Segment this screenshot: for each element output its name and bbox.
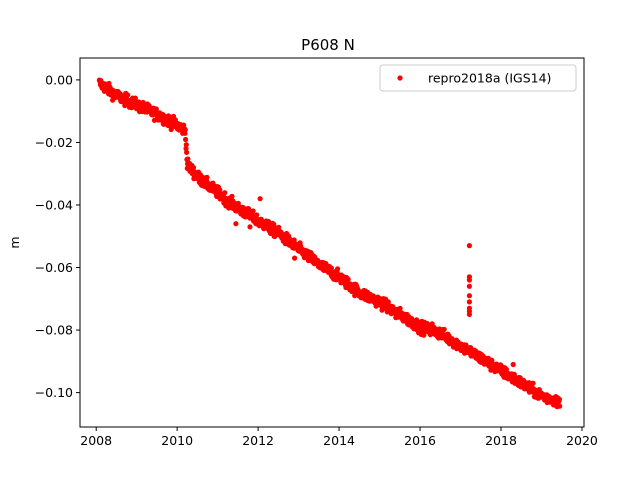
data-point: [254, 212, 260, 218]
data-point: [335, 266, 341, 272]
data-point: [183, 136, 189, 143]
y-axis-label: m: [7, 236, 22, 248]
data-point: [510, 361, 516, 368]
data-point: [328, 265, 334, 271]
data-point: [466, 299, 472, 305]
data-point: [233, 221, 239, 227]
x-tick-label: 2014: [323, 433, 355, 448]
plot-frame: [79, 57, 585, 428]
y-tick-label: −0.04: [35, 197, 73, 212]
data-point: [182, 127, 188, 133]
data-point: [489, 357, 495, 364]
data-points: [96, 77, 563, 410]
y-tick-label: −0.10: [35, 385, 73, 400]
data-point: [265, 218, 272, 225]
y-tick-label: −0.08: [35, 323, 73, 338]
legend-box: [379, 64, 577, 92]
data-point: [292, 255, 298, 261]
legend: repro2018a (IGS14): [379, 64, 577, 92]
data-point: [530, 380, 536, 386]
legend-entry: repro2018a (IGS14): [428, 71, 551, 86]
data-point: [345, 276, 351, 282]
data-point: [397, 305, 403, 311]
data-point: [204, 174, 210, 180]
data-point: [219, 193, 225, 199]
data-point: [247, 224, 253, 230]
data-point: [183, 145, 189, 152]
x-tick-label: 2010: [161, 433, 193, 448]
data-point: [217, 187, 223, 193]
data-point: [466, 293, 472, 299]
x-tick-label: 2018: [485, 433, 517, 448]
data-point: [257, 196, 263, 202]
y-tick-label: −0.02: [35, 135, 73, 150]
data-point: [536, 390, 543, 396]
data-point: [229, 193, 235, 199]
x-axis: 2008 2010 2012 2014 2016 2018 2020: [80, 427, 598, 448]
data-point: [132, 95, 138, 101]
data-point: [125, 92, 131, 98]
y-axis: 0.00 −0.02 −0.04 −0.06 −0.08 −0.10: [35, 72, 80, 400]
data-point: [503, 366, 509, 372]
data-point: [250, 208, 256, 214]
data-point: [190, 165, 197, 171]
data-point: [556, 396, 563, 402]
data-point: [183, 142, 189, 148]
y-tick-label: 0.00: [45, 72, 73, 87]
x-tick-label: 2020: [566, 433, 598, 448]
data-point: [557, 403, 563, 409]
data-point: [466, 277, 472, 283]
data-point: [466, 243, 472, 249]
data-point: [393, 315, 399, 321]
data-point: [441, 326, 447, 332]
x-tick-label: 2016: [404, 433, 436, 448]
data-point: [429, 321, 435, 327]
x-tick-label: 2012: [242, 433, 274, 448]
data-point: [245, 206, 252, 212]
y-tick-label: −0.06: [35, 260, 73, 275]
data-point: [185, 156, 191, 162]
x-tick-label: 2008: [80, 433, 112, 448]
data-point: [466, 283, 472, 289]
data-point: [466, 311, 472, 317]
data-point: [184, 149, 190, 155]
chart-title: P608 N: [301, 36, 355, 54]
legend-marker: [397, 75, 403, 81]
